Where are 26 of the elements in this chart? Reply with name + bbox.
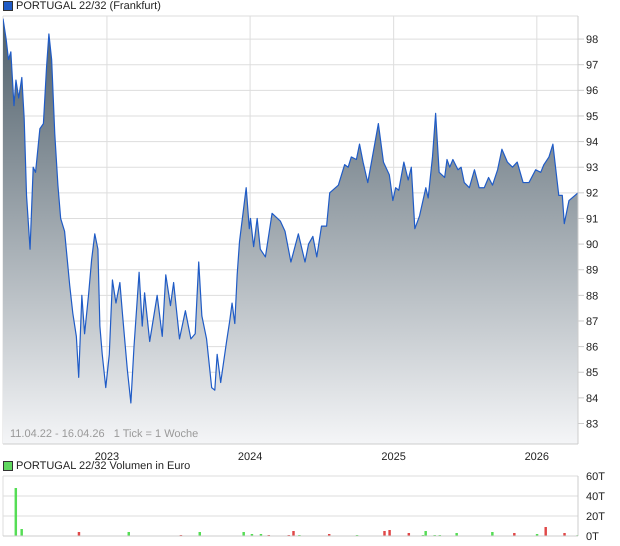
y-tick-label: 85 <box>586 367 598 380</box>
y-tick-label: 91 <box>586 213 598 226</box>
y-tick-label: 87 <box>586 316 598 328</box>
y-tick-label: 93 <box>586 162 598 174</box>
y-tick-label: 0T <box>586 530 600 543</box>
y-tick-label: 83 <box>586 418 598 430</box>
y-tick-label: 92 <box>586 188 598 200</box>
y-tick-label: 97 <box>586 60 598 72</box>
y-tick-label: 96 <box>586 85 598 98</box>
y-tick-label: 40T <box>586 490 606 503</box>
y-tick-label: 84 <box>586 392 598 405</box>
y-tick-label: 86 <box>586 342 598 354</box>
annotation: 11.04.22 - 16.04.26 1 Tick = 1 Woche <box>10 428 198 440</box>
x-tick-label: 2025 <box>381 450 406 463</box>
y-tick-label: 88 <box>586 290 598 302</box>
x-tick-label: 2024 <box>238 450 262 463</box>
x-tick-label: 2026 <box>524 450 550 463</box>
legend-label: PORTUGAL 22/32 (Frankfurt) <box>16 0 161 12</box>
y-tick-label: 90 <box>586 239 598 251</box>
y-tick-label: 94 <box>586 136 598 148</box>
legend-label: PORTUGAL 22/32 Volumen in Euro <box>16 460 190 472</box>
y-tick-label: 98 <box>586 34 598 46</box>
y-tick-label: 60T <box>586 470 606 483</box>
y-tick-label: 95 <box>586 110 598 123</box>
y-tick-label: 89 <box>586 264 598 277</box>
y-tick-label: 20T <box>586 510 606 523</box>
